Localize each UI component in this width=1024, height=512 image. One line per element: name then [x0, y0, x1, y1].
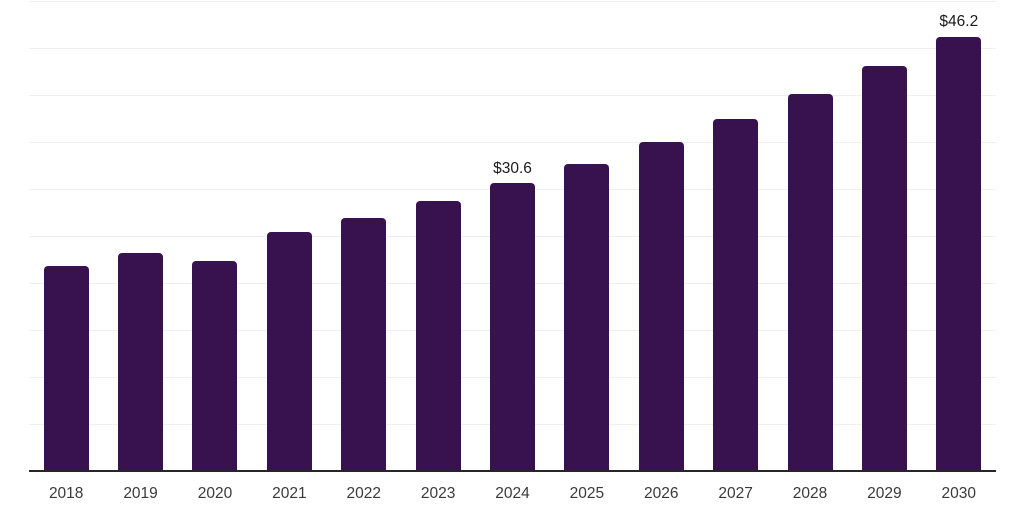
bar-2023	[415, 201, 461, 471]
plot-area: $30.6 $46.2	[29, 1, 996, 471]
x-tick-label-2018: 2018	[48, 485, 84, 502]
gridline-50	[29, 1, 996, 2]
x-tick-label-2026: 2026	[644, 485, 679, 502]
bar-2020	[192, 261, 238, 471]
bar-2019	[118, 252, 164, 471]
x-tick-label-2029: 2029	[867, 485, 902, 502]
x-tick-label-2021: 2021	[272, 485, 307, 502]
x-tick-label-2025: 2025	[569, 485, 605, 502]
gridline-35	[29, 142, 996, 143]
bar-2025	[564, 163, 610, 471]
bar-2029	[861, 65, 907, 471]
bar-2030	[936, 36, 982, 471]
x-tick-label-2024: 2024	[495, 485, 530, 502]
bar-2026	[638, 142, 684, 471]
bar-2028	[787, 94, 833, 471]
bar-2027	[713, 119, 759, 471]
x-tick-label-2027: 2027	[718, 485, 753, 502]
bar-2018	[43, 266, 89, 471]
x-tick-label-2023: 2023	[420, 485, 456, 502]
x-tick-label-2022: 2022	[346, 485, 381, 502]
bar-2022	[341, 218, 387, 471]
gridline-45	[29, 48, 996, 49]
bar-value-label-2024: $30.6	[493, 159, 532, 177]
x-tick-label-2030: 2030	[941, 485, 977, 502]
gridline-40	[29, 95, 996, 96]
x-axis-line	[29, 470, 996, 472]
bar-2024	[490, 183, 535, 471]
bar-value-label-2030: $46.2	[939, 13, 979, 31]
bar-2021	[266, 232, 312, 471]
x-tick-label-2020: 2020	[197, 485, 233, 502]
x-tick-label-2028: 2028	[792, 485, 828, 502]
x-tick-label-2019: 2019	[123, 485, 158, 502]
